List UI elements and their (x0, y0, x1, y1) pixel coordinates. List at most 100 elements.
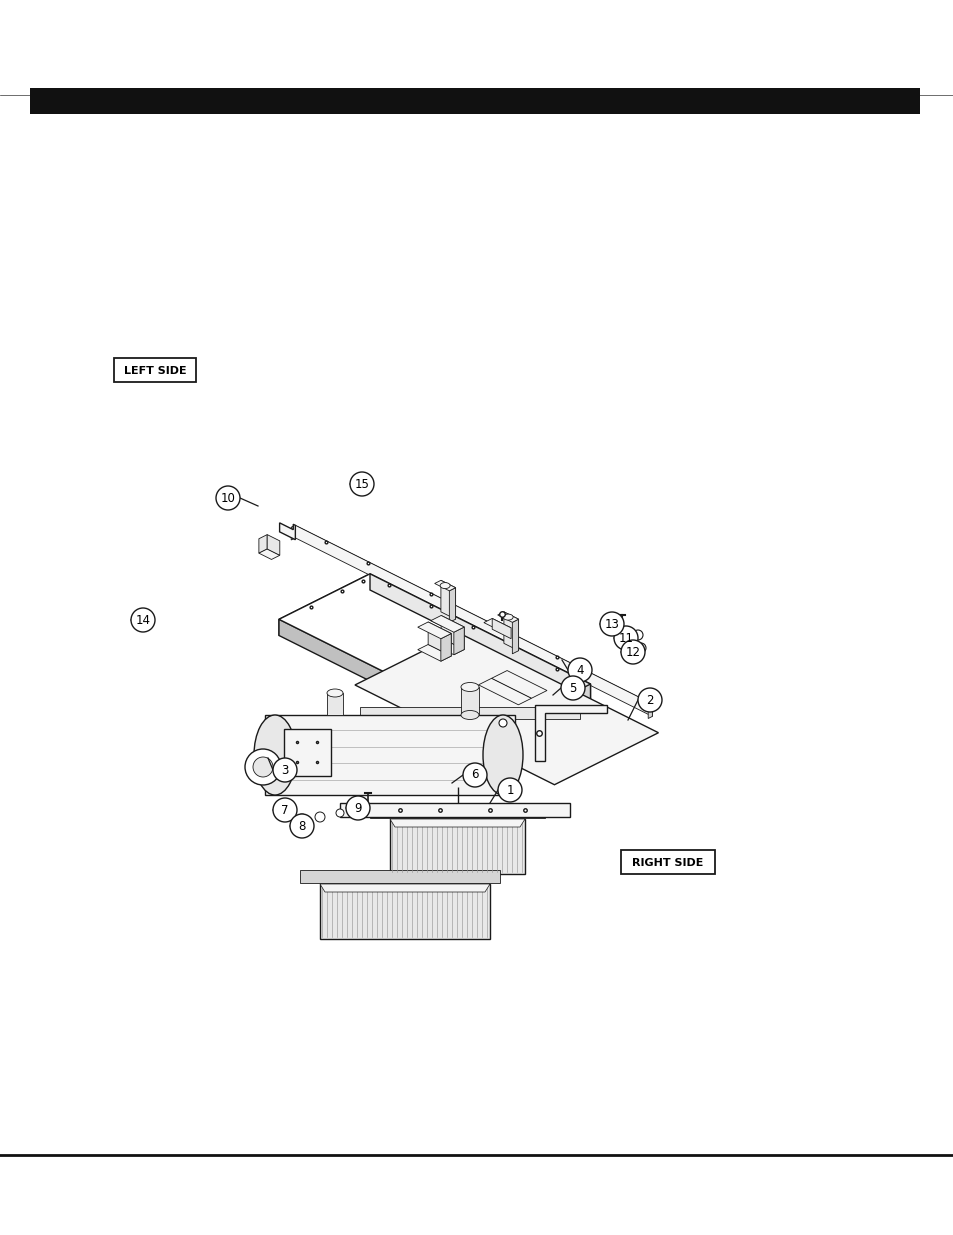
Polygon shape (370, 574, 590, 700)
Text: 10: 10 (220, 492, 235, 505)
Circle shape (636, 643, 645, 653)
Polygon shape (491, 705, 546, 732)
Circle shape (569, 676, 579, 685)
Polygon shape (478, 713, 531, 739)
Polygon shape (278, 574, 370, 636)
Polygon shape (647, 704, 652, 719)
Ellipse shape (482, 715, 522, 795)
FancyBboxPatch shape (284, 729, 331, 776)
Bar (339, 803, 569, 818)
Ellipse shape (502, 614, 513, 620)
Circle shape (273, 798, 296, 823)
Circle shape (298, 818, 305, 823)
Ellipse shape (460, 683, 478, 692)
Ellipse shape (327, 689, 343, 697)
Polygon shape (531, 690, 546, 732)
Text: LEFT SIDE: LEFT SIDE (124, 366, 186, 375)
Circle shape (567, 658, 592, 682)
Polygon shape (417, 622, 451, 638)
Text: 13: 13 (604, 618, 618, 631)
Polygon shape (512, 619, 518, 653)
Polygon shape (491, 678, 531, 732)
Text: 7: 7 (281, 804, 289, 816)
Polygon shape (492, 619, 511, 638)
Text: 15: 15 (355, 478, 369, 490)
Polygon shape (258, 550, 279, 559)
Text: 14: 14 (135, 614, 151, 626)
Circle shape (614, 626, 638, 650)
FancyBboxPatch shape (113, 358, 195, 382)
Bar (359, 706, 579, 719)
Bar (390, 819, 524, 874)
Polygon shape (440, 615, 464, 650)
Text: 1: 1 (506, 783, 514, 797)
Polygon shape (543, 755, 552, 768)
Polygon shape (483, 619, 511, 632)
Polygon shape (355, 634, 658, 784)
Polygon shape (449, 588, 456, 622)
Circle shape (350, 472, 374, 496)
Bar (299, 869, 499, 883)
Ellipse shape (439, 583, 450, 589)
Circle shape (354, 806, 361, 814)
Ellipse shape (253, 715, 295, 795)
Bar (265, 715, 515, 795)
Bar (30, 88, 919, 114)
Circle shape (497, 778, 521, 802)
Circle shape (295, 814, 308, 826)
Text: 5: 5 (569, 682, 576, 694)
Circle shape (273, 758, 296, 782)
Polygon shape (459, 713, 552, 758)
Circle shape (620, 640, 644, 664)
Text: 11: 11 (618, 631, 633, 645)
Bar (319, 884, 490, 939)
Circle shape (314, 811, 325, 823)
Polygon shape (440, 580, 456, 619)
Polygon shape (478, 678, 531, 705)
Text: 8: 8 (298, 820, 305, 832)
Circle shape (335, 809, 344, 818)
Text: 2: 2 (645, 694, 653, 706)
Text: 4: 4 (576, 663, 583, 677)
Text: RIGHT SIDE: RIGHT SIDE (632, 858, 703, 868)
Circle shape (599, 613, 623, 636)
Polygon shape (417, 645, 451, 661)
Polygon shape (468, 713, 552, 764)
Ellipse shape (245, 748, 281, 785)
Circle shape (560, 676, 584, 700)
Polygon shape (295, 525, 652, 716)
Bar (460, 687, 478, 715)
Circle shape (498, 719, 506, 727)
Polygon shape (431, 615, 464, 632)
Polygon shape (440, 634, 451, 661)
Circle shape (281, 806, 289, 814)
Text: 3: 3 (281, 763, 289, 777)
Circle shape (638, 688, 661, 713)
Circle shape (277, 803, 292, 818)
Text: 6: 6 (471, 768, 478, 782)
Polygon shape (291, 525, 652, 706)
Polygon shape (507, 671, 546, 725)
Polygon shape (499, 684, 590, 746)
Circle shape (462, 763, 486, 787)
Polygon shape (435, 580, 456, 590)
Polygon shape (267, 535, 279, 556)
Circle shape (131, 608, 154, 632)
Polygon shape (258, 535, 267, 553)
Ellipse shape (460, 710, 478, 720)
FancyBboxPatch shape (620, 850, 714, 874)
Polygon shape (319, 884, 490, 892)
Circle shape (346, 797, 370, 820)
Polygon shape (279, 522, 295, 540)
Ellipse shape (253, 757, 273, 777)
Polygon shape (291, 525, 295, 540)
Circle shape (290, 814, 314, 839)
Polygon shape (390, 819, 524, 827)
Circle shape (215, 487, 240, 510)
Polygon shape (278, 619, 499, 746)
Polygon shape (497, 611, 518, 622)
Bar (327, 693, 343, 715)
Bar (370, 805, 544, 818)
Polygon shape (278, 574, 590, 730)
Text: 9: 9 (354, 802, 361, 815)
